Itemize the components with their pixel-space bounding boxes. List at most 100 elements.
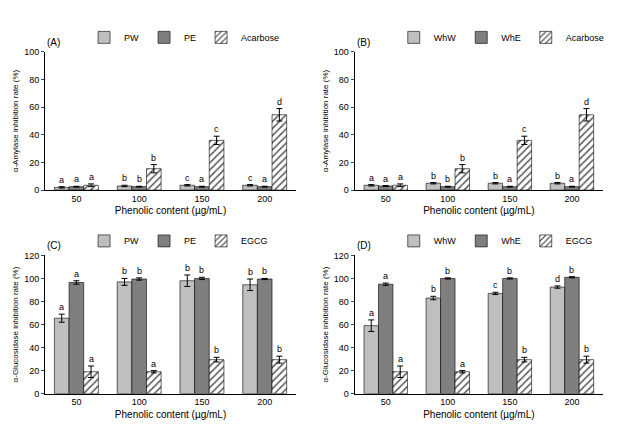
svg-text:c: c bbox=[214, 124, 219, 134]
svg-text:100: 100 bbox=[132, 397, 147, 407]
svg-text:a: a bbox=[383, 174, 388, 184]
svg-text:150: 150 bbox=[194, 194, 209, 204]
svg-text:b: b bbox=[493, 171, 498, 181]
svg-text:a: a bbox=[398, 172, 403, 182]
svg-text:Phenolic content (µg/mL): Phenolic content (µg/mL) bbox=[423, 205, 534, 216]
svg-text:a: a bbox=[89, 354, 94, 364]
svg-text:200: 200 bbox=[564, 397, 579, 407]
svg-text:b: b bbox=[122, 266, 127, 276]
svg-text:a: a bbox=[199, 174, 204, 184]
svg-text:b: b bbox=[137, 266, 142, 276]
svg-text:a: a bbox=[59, 302, 64, 312]
svg-text:b: b bbox=[431, 284, 436, 294]
svg-text:d: d bbox=[277, 97, 282, 107]
svg-text:40: 40 bbox=[29, 130, 39, 140]
svg-text:150: 150 bbox=[502, 397, 517, 407]
svg-text:WhW: WhW bbox=[434, 33, 457, 43]
svg-text:PW: PW bbox=[124, 236, 139, 246]
svg-text:EGCG: EGCG bbox=[566, 236, 593, 246]
svg-text:b: b bbox=[555, 171, 560, 181]
svg-text:20: 20 bbox=[339, 366, 349, 376]
svg-text:a: a bbox=[262, 174, 267, 184]
svg-text:(C): (C) bbox=[47, 240, 61, 251]
svg-text:0: 0 bbox=[34, 389, 39, 399]
svg-text:b: b bbox=[522, 345, 527, 355]
svg-text:200: 200 bbox=[257, 397, 272, 407]
svg-text:b: b bbox=[445, 266, 450, 276]
svg-text:20: 20 bbox=[29, 366, 39, 376]
svg-text:(B): (B) bbox=[357, 37, 370, 48]
svg-text:Acarbose: Acarbose bbox=[241, 33, 279, 43]
svg-text:d: d bbox=[584, 97, 589, 107]
svg-text:Phenolic content (µg/mL): Phenolic content (µg/mL) bbox=[115, 409, 226, 420]
svg-text:20: 20 bbox=[339, 158, 349, 168]
svg-text:a: a bbox=[59, 175, 64, 185]
svg-text:100: 100 bbox=[440, 397, 455, 407]
svg-text:20: 20 bbox=[29, 158, 39, 168]
svg-text:100: 100 bbox=[334, 274, 349, 284]
svg-text:80: 80 bbox=[339, 297, 349, 307]
svg-text:150: 150 bbox=[502, 194, 517, 204]
svg-text:PE: PE bbox=[184, 33, 196, 43]
svg-text:100: 100 bbox=[24, 47, 39, 57]
svg-text:d: d bbox=[555, 274, 560, 284]
svg-text:200: 200 bbox=[257, 194, 272, 204]
svg-text:60: 60 bbox=[29, 320, 39, 330]
svg-text:40: 40 bbox=[339, 130, 349, 140]
svg-text:120: 120 bbox=[24, 251, 39, 261]
svg-text:c: c bbox=[522, 124, 527, 134]
svg-text:b: b bbox=[507, 266, 512, 276]
svg-text:a: a bbox=[369, 308, 374, 318]
svg-text:100: 100 bbox=[334, 47, 349, 57]
svg-text:60: 60 bbox=[339, 102, 349, 112]
svg-text:WhW: WhW bbox=[434, 236, 457, 246]
svg-text:50: 50 bbox=[381, 397, 391, 407]
svg-text:a: a bbox=[151, 359, 156, 369]
svg-text:PE: PE bbox=[184, 236, 196, 246]
svg-text:c: c bbox=[185, 173, 190, 183]
svg-text:Phenolic content (µg/mL): Phenolic content (µg/mL) bbox=[423, 409, 534, 420]
svg-text:b: b bbox=[122, 173, 127, 183]
svg-text:80: 80 bbox=[29, 297, 39, 307]
svg-text:α-Glucosidase inhibition rate: α-Glucosidase inhibition rate (%) bbox=[11, 266, 20, 382]
svg-text:EGCG: EGCG bbox=[241, 236, 268, 246]
svg-text:120: 120 bbox=[334, 251, 349, 261]
svg-text:b: b bbox=[151, 153, 156, 163]
svg-text:a: a bbox=[507, 174, 512, 184]
svg-text:b: b bbox=[262, 266, 267, 276]
svg-text:a: a bbox=[74, 174, 79, 184]
svg-text:60: 60 bbox=[339, 320, 349, 330]
svg-text:c: c bbox=[248, 173, 253, 183]
svg-text:b: b bbox=[431, 171, 436, 181]
svg-text:PW: PW bbox=[124, 33, 139, 43]
svg-text:150: 150 bbox=[194, 397, 209, 407]
svg-text:(A): (A) bbox=[47, 37, 60, 48]
svg-text:b: b bbox=[214, 345, 219, 355]
svg-text:50: 50 bbox=[71, 397, 81, 407]
svg-text:b: b bbox=[199, 265, 204, 275]
svg-text:40: 40 bbox=[29, 343, 39, 353]
svg-text:b: b bbox=[569, 265, 574, 275]
svg-text:WhE: WhE bbox=[501, 33, 521, 43]
svg-text:α-Glucosidase inhibition rate: α-Glucosidase inhibition rate (%) bbox=[321, 266, 330, 382]
svg-text:b: b bbox=[460, 153, 465, 163]
svg-text:α-Amylase inhibition rate (%): α-Amylase inhibition rate (%) bbox=[321, 69, 330, 172]
svg-text:c: c bbox=[493, 280, 498, 290]
svg-text:100: 100 bbox=[440, 194, 455, 204]
svg-text:40: 40 bbox=[339, 343, 349, 353]
svg-text:80: 80 bbox=[29, 75, 39, 85]
svg-text:a: a bbox=[383, 271, 388, 281]
svg-text:b: b bbox=[248, 267, 253, 277]
svg-text:a: a bbox=[74, 269, 79, 279]
svg-text:a: a bbox=[369, 173, 374, 183]
svg-text:0: 0 bbox=[344, 389, 349, 399]
svg-text:Acarbose: Acarbose bbox=[566, 33, 604, 43]
svg-text:100: 100 bbox=[24, 274, 39, 284]
svg-text:0: 0 bbox=[344, 185, 349, 195]
svg-text:a: a bbox=[89, 172, 94, 182]
svg-text:(D): (D) bbox=[357, 240, 371, 251]
svg-text:100: 100 bbox=[132, 194, 147, 204]
svg-text:a: a bbox=[460, 359, 465, 369]
svg-text:WhE: WhE bbox=[501, 236, 521, 246]
svg-text:200: 200 bbox=[564, 194, 579, 204]
